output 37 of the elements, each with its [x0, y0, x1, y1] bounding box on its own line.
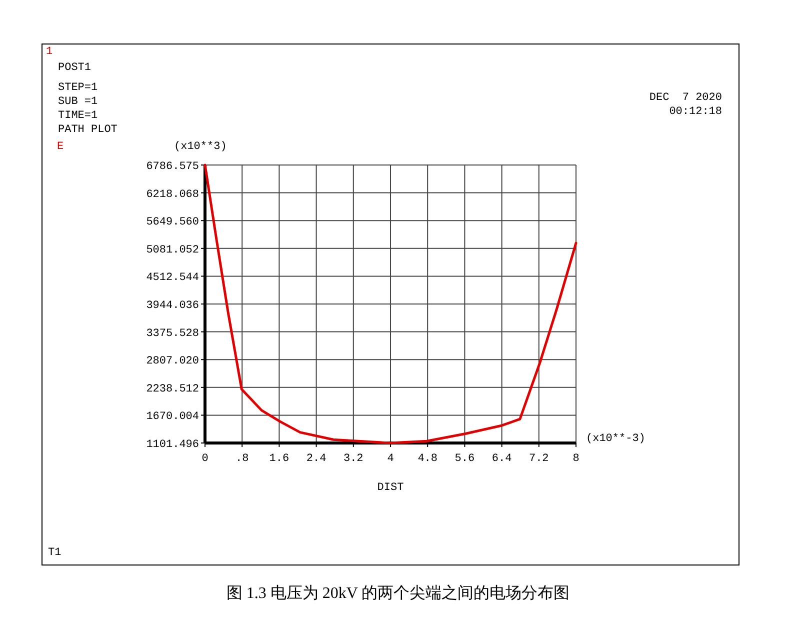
x-tick-label: 0	[202, 453, 208, 465]
x-tick-label: 4	[387, 453, 394, 465]
text: 00:12:18	[669, 106, 722, 118]
line-series	[204, 164, 578, 444]
y-tick-label: 2238.512	[146, 383, 199, 396]
text: T1	[48, 547, 62, 559]
text: 图 1.3 电压为 20kV 的两个尖端之间的电场分布图	[226, 584, 570, 602]
text: SUB =1	[58, 96, 98, 108]
text: STEP=1	[58, 82, 98, 94]
y-tick-label: 3944.036	[146, 300, 199, 312]
x-tick-label: 1.6	[269, 453, 290, 465]
x-tick-label: 6.4	[492, 453, 512, 465]
y-tick-label: 6218.068	[146, 188, 199, 201]
x-axis-title: DIST	[377, 482, 404, 494]
y-tick-label: 6786.575	[146, 161, 199, 173]
text: (x10**3)	[174, 141, 227, 153]
text: DEC 7 2020	[649, 92, 722, 104]
x-tick-label: 4.8	[418, 453, 438, 465]
y-tick-label: 2807.020	[146, 356, 199, 368]
x-tick-label: 3.2	[343, 453, 364, 465]
y-tick-label: 5649.560	[146, 216, 199, 229]
y-tick-label: 4512.544	[146, 272, 200, 284]
x-tick-label: .8	[236, 453, 249, 465]
x-tick-label: 5.6	[454, 453, 475, 465]
text: POST1	[58, 62, 92, 74]
x-tick-label: 2.4	[306, 453, 327, 465]
text: PATH PLOT	[58, 124, 118, 136]
x-tick-label: 7.2	[528, 453, 549, 465]
text: 1	[46, 46, 53, 58]
text: E	[57, 141, 64, 153]
y-tick-label: 1101.496	[146, 439, 199, 451]
y-tick-label: 3375.528	[146, 328, 199, 340]
y-tick-label: 5081.052	[146, 244, 199, 256]
x-tick-label: 8	[572, 453, 580, 465]
y-tick-label: 1670.004	[146, 411, 200, 424]
text: TIME=1	[58, 110, 98, 122]
text: (x10**-3)	[586, 433, 646, 445]
